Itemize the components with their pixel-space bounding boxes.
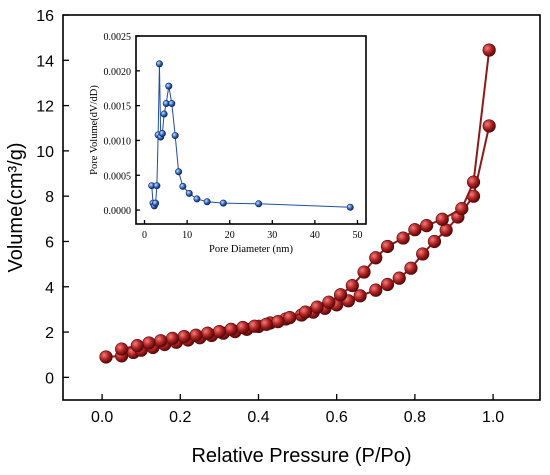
inset-series-0-point xyxy=(219,199,227,207)
main-series-1-point xyxy=(259,317,273,331)
inset-x-tick-label: 50 xyxy=(352,230,362,241)
main-y-tick-label: 16 xyxy=(36,8,54,25)
main-y-tick-label: 2 xyxy=(45,325,54,342)
main-series-1-point xyxy=(165,331,180,346)
inset-y-axis-title: Pore Volume(dV/dD) xyxy=(89,85,100,175)
inset-x-axis-title: Pore Diameter (nm) xyxy=(209,244,293,255)
inset-series-0-point xyxy=(152,199,160,207)
main-series-1-point xyxy=(177,329,191,344)
inset-plot-frame xyxy=(135,35,367,225)
main-series-0-point xyxy=(353,289,367,303)
main-series-1-point xyxy=(466,175,481,189)
main-series-0-point xyxy=(416,247,430,261)
inset-series-0-point xyxy=(155,60,163,68)
main-x-tick-label: 0.6 xyxy=(326,409,348,426)
inset-x-tick-label: 10 xyxy=(182,230,192,241)
main-y-tick-label: 6 xyxy=(45,234,54,251)
main-series-1-point xyxy=(322,295,336,309)
inset-series-0-point xyxy=(153,182,161,190)
inset-series-0-point xyxy=(185,189,193,197)
main-plot: 0.0 0.2 0.4 0.6 0.8 1.0 0 2 4 6 8 10 12 14 16 Relative … xyxy=(5,8,541,467)
inset-y-tick-label: 0.0015 xyxy=(104,102,132,113)
inset-series-0-point xyxy=(168,100,176,108)
main-series-1-point xyxy=(201,326,215,340)
main-series-1-point xyxy=(154,334,168,348)
main-y-tick-label: 4 xyxy=(45,280,54,297)
main-series-0-point xyxy=(404,261,418,275)
main-x-tick-label: 0.4 xyxy=(247,409,269,426)
inset-series-0-point xyxy=(171,132,179,140)
inset-series-0-point xyxy=(193,195,201,203)
main-x-tick-label: 0.2 xyxy=(169,409,191,426)
main-plot-frame xyxy=(62,14,541,401)
inset-series-0-point xyxy=(255,200,263,208)
main-series-0-point xyxy=(427,234,442,249)
main-series-1-point xyxy=(212,325,226,339)
inset-series-0-point xyxy=(346,203,354,211)
main-series-0-point xyxy=(482,119,496,133)
main-series-1-point xyxy=(142,336,156,350)
main-x-tick-label: 0.0 xyxy=(91,409,113,426)
main-series-1-point xyxy=(130,339,144,353)
main-x-tick-label: 0.8 xyxy=(404,409,426,426)
main-series-1-point xyxy=(408,223,422,237)
inset-x-tick-label: 20 xyxy=(225,230,235,241)
inset-y-tick-label: 0.0020 xyxy=(104,67,132,78)
inset-x-tick-label: 0 xyxy=(142,230,147,241)
main-series-1-point xyxy=(345,279,359,293)
main-y-tick-label: 10 xyxy=(36,144,54,161)
main-series-1-point xyxy=(482,43,496,57)
main-y-tick-label: 8 xyxy=(45,189,54,206)
inset-series-0-line xyxy=(151,63,351,208)
inset-series-0-point xyxy=(203,198,211,206)
inset-plot: 0 10 20 30 40 50 0.0000 0.0005 0.0010 0.0015 0.002… xyxy=(89,32,367,255)
inset-y-tick-label: 0.0010 xyxy=(104,136,132,147)
main-x-axis-title: Relative Pressure (P/Po) xyxy=(191,445,411,467)
main-y-axis-title: Volume(cm³/g) xyxy=(5,142,27,272)
main-series-0-point xyxy=(392,271,406,285)
main-x-tick-label: 1.0 xyxy=(482,409,504,426)
main-series-1-point xyxy=(310,300,324,314)
inset-y-tick-label: 0.0000 xyxy=(104,206,132,217)
main-series-1-point xyxy=(369,251,383,265)
main-series-1-point xyxy=(455,202,469,216)
main-series-0-point xyxy=(369,283,383,297)
inset-series-0-point xyxy=(158,129,166,137)
main-y-tick-label: 0 xyxy=(45,370,54,387)
main-series-1-point xyxy=(236,320,250,335)
main-series-1-point xyxy=(380,239,395,254)
main-series-0-point xyxy=(99,350,113,364)
main-series-1-point xyxy=(333,288,348,302)
main-y-tick-label: 12 xyxy=(36,99,54,116)
inset-y-tick-label: 0.0025 xyxy=(104,32,132,43)
inset-x-tick-label: 30 xyxy=(267,230,277,241)
main-series-1-point xyxy=(396,231,410,245)
main-series-1-line xyxy=(121,49,491,351)
main-series-1-point xyxy=(357,265,371,279)
inset-series-0-point xyxy=(175,168,183,176)
inset-series-0-point xyxy=(179,182,187,190)
inset-series-0-point xyxy=(160,110,168,118)
main-series-1-point xyxy=(298,305,313,319)
main-series-1-point xyxy=(420,219,434,233)
inset-y-tick-label: 0.0005 xyxy=(104,171,132,182)
main-series-1-point xyxy=(189,328,203,342)
main-series-1-point xyxy=(247,319,262,333)
main-series-0-point xyxy=(380,277,395,292)
main-y-tick-label: 14 xyxy=(36,53,54,70)
main-series-1-point xyxy=(435,212,449,226)
inset-series-0-point xyxy=(165,82,173,90)
main-series-1-point xyxy=(224,322,238,336)
main-series-1-point xyxy=(115,342,129,356)
inset-x-tick-label: 40 xyxy=(310,230,320,241)
main-series-1-point xyxy=(283,310,297,325)
main-series-1-point xyxy=(271,315,285,329)
